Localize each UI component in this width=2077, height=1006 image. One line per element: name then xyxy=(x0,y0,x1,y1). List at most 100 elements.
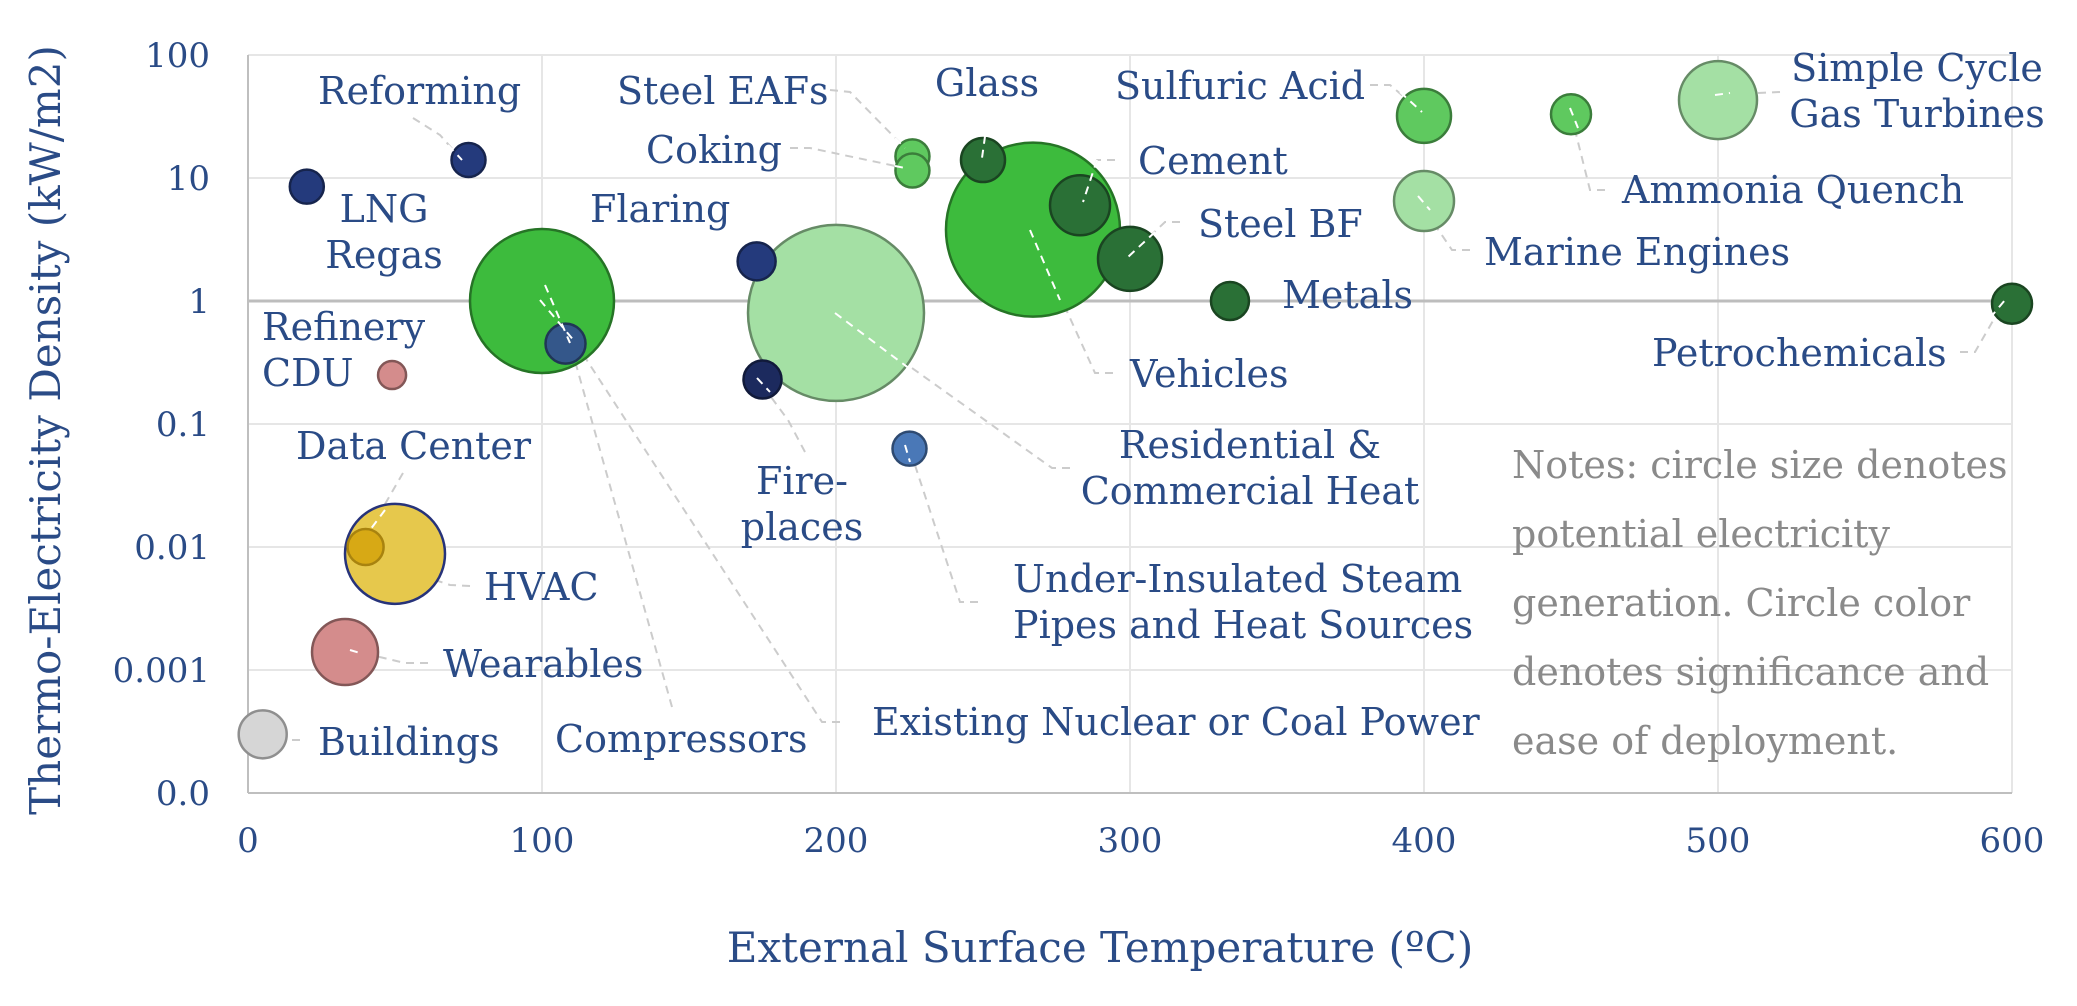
y-tick-label: 0.01 xyxy=(134,528,210,568)
leader-line-residential-commercial-heat xyxy=(834,312,1070,469)
axes: 0 100 200 300 400 500 600 0.0 0.001 0.01 0.1 1 10 100 xyxy=(113,36,2045,861)
point-label-line: Refinery xyxy=(262,305,426,349)
leader-line-petrochemicals xyxy=(1960,299,2006,353)
grid-lines xyxy=(248,54,2013,793)
inner-leader-simple-cycle-gas-turbines xyxy=(1714,92,1731,96)
point-label-steel-eafs: Steel EAFs xyxy=(617,69,829,113)
bubble-lng-regas xyxy=(288,168,326,205)
point-label-metals: Metals xyxy=(1282,273,1413,317)
bubble-fire-places xyxy=(742,359,783,400)
point-label-vehicles: Vehicles xyxy=(1129,352,1289,396)
bubble-cement xyxy=(1048,174,1112,237)
point-labels: Reforming LNG Regas Flaring Fire-places Refin… xyxy=(262,46,2045,764)
x-tick-label: 400 xyxy=(1392,821,1457,861)
point-label-existing-nuclear-or-coal-power: Existing Nuclear or Coal Power xyxy=(872,700,1481,744)
inner-leader-under-insulated-steam-pipes-and-heat-sources xyxy=(904,444,911,463)
point-label-line: Buildings xyxy=(318,720,499,764)
point-label-line: CDU xyxy=(262,351,354,395)
inner-leader-cement xyxy=(1082,159,1098,203)
inner-leader-glass xyxy=(981,121,988,159)
bubble-reforming xyxy=(450,141,487,179)
bubble-steel-bf xyxy=(1096,225,1164,293)
point-label-reforming: Reforming xyxy=(318,69,521,113)
point-label-ammonia-quench: Ammonia Quench xyxy=(1621,168,1964,212)
point-label-line: HVAC xyxy=(484,565,599,609)
inner-leader-steel-bf xyxy=(1127,231,1156,258)
note-line: potential electricity xyxy=(1512,512,1890,556)
y-tick-label: 0.0 xyxy=(156,774,210,814)
point-label-line: Petrochemicals xyxy=(1652,331,1947,375)
leader-line-steel-eafs xyxy=(829,89,906,149)
point-label-line: Gas Turbines xyxy=(1789,92,2045,136)
bubble-flaring xyxy=(736,241,777,282)
inner-leader-steel-eafs xyxy=(894,137,906,149)
inner-leader-sulfuric-acid xyxy=(1399,91,1423,113)
bubble-petrochemicals xyxy=(1990,282,2034,325)
leader-line-existing-nuclear-or-coal-power xyxy=(574,341,840,723)
bubble-metals xyxy=(1209,280,1251,322)
point-label-line: Compressors xyxy=(555,717,808,761)
point-label-marine-engines: Marine Engines xyxy=(1484,230,1790,274)
point-label-line: LNG xyxy=(340,187,429,231)
point-label-cement: Cement xyxy=(1138,139,1288,183)
point-label-line: Steel BF xyxy=(1198,202,1363,246)
point-label-line: Coking xyxy=(646,128,782,172)
point-label-under-insulated-steam-pipes-and-heat-sources: Under-Insulated Steam Pipes and Heat Sour… xyxy=(1013,557,1473,647)
inner-leader-fire-places xyxy=(756,377,771,393)
x-axis-title: External Surface Temperature (ºC) xyxy=(727,923,1473,972)
inner-leader-data-center xyxy=(369,509,386,531)
point-label-glass: Glass xyxy=(935,61,1039,105)
point-label-line: Reforming xyxy=(318,69,521,113)
point-label-line: Regas xyxy=(325,233,443,277)
bubble-compressors xyxy=(544,322,587,365)
y-tick-label: 1 xyxy=(188,282,210,322)
inner-leader-lines xyxy=(349,91,2006,654)
leader-line-compressors xyxy=(569,342,673,708)
inner-leader-residential-commercial-heat xyxy=(834,312,986,426)
point-label-line: Vehicles xyxy=(1129,352,1289,396)
bubble-simple-cycle-gas-turbines xyxy=(1677,59,1759,141)
note-line: ease of deployment. xyxy=(1512,719,1898,763)
point-label-flaring: Flaring xyxy=(590,187,730,231)
point-label-line: Fire- xyxy=(756,459,848,503)
bubble-under-insulated-steam-pipes-and-heat-sources xyxy=(891,430,928,467)
bubble-buildings xyxy=(237,709,288,760)
leader-line-coking xyxy=(790,147,906,169)
point-label-line: Residential & xyxy=(1119,423,1381,467)
note-line: denotes significance and xyxy=(1512,650,1989,694)
point-label-line: Pipes and Heat Sources xyxy=(1013,603,1473,647)
point-label-sulfuric-acid: Sulfuric Acid xyxy=(1115,64,1365,108)
point-label-line: Data Center xyxy=(296,424,532,468)
y-tick-label: 10 xyxy=(167,159,210,199)
inner-leader-wearables xyxy=(349,649,361,654)
inner-leader-marine-engines xyxy=(1417,195,1431,211)
point-label-coking: Coking xyxy=(646,128,782,172)
point-label-lng-regas: LNG Regas xyxy=(325,187,443,277)
point-label-hvac: HVAC xyxy=(484,565,599,609)
y-tick-label: 0.1 xyxy=(156,405,210,445)
bubble-refinery-cdu xyxy=(376,359,408,391)
point-label-petrochemicals: Petrochemicals xyxy=(1652,331,1947,375)
point-label-steel-bf: Steel BF xyxy=(1198,202,1363,246)
point-label-line: Glass xyxy=(935,61,1039,105)
point-label-residential-commercial-heat: Residential & Commercial Heat xyxy=(1081,423,1420,513)
x-tick-label: 300 xyxy=(1098,821,1163,861)
point-label-line: Wearables xyxy=(443,642,643,686)
point-label-line: Metals xyxy=(1282,273,1413,317)
bubble-marine-engines xyxy=(1392,169,1456,233)
point-label-refinery-cdu: Refinery CDU xyxy=(262,305,426,395)
leader-line-vehicles xyxy=(1029,229,1113,374)
point-label-line: Sulfuric Acid xyxy=(1115,64,1365,108)
point-label-line: places xyxy=(741,505,863,549)
leader-line-hvac xyxy=(404,569,471,587)
point-label-line: Flaring xyxy=(590,187,730,231)
point-label-line: Ammonia Quench xyxy=(1621,168,1964,212)
bubble-ammonia-quench xyxy=(1549,92,1593,136)
leader-line-under-insulated-steam-pipes-and-heat-sources xyxy=(909,449,978,603)
chart-notes: Notes: circle size denotes potential elec… xyxy=(1512,443,2008,763)
note-line: generation. Circle color xyxy=(1512,581,1971,625)
point-label-wearables: Wearables xyxy=(443,642,643,686)
point-label-line: Under-Insulated Steam xyxy=(1013,557,1462,601)
inner-leader-existing-nuclear-or-coal-power xyxy=(539,299,576,343)
